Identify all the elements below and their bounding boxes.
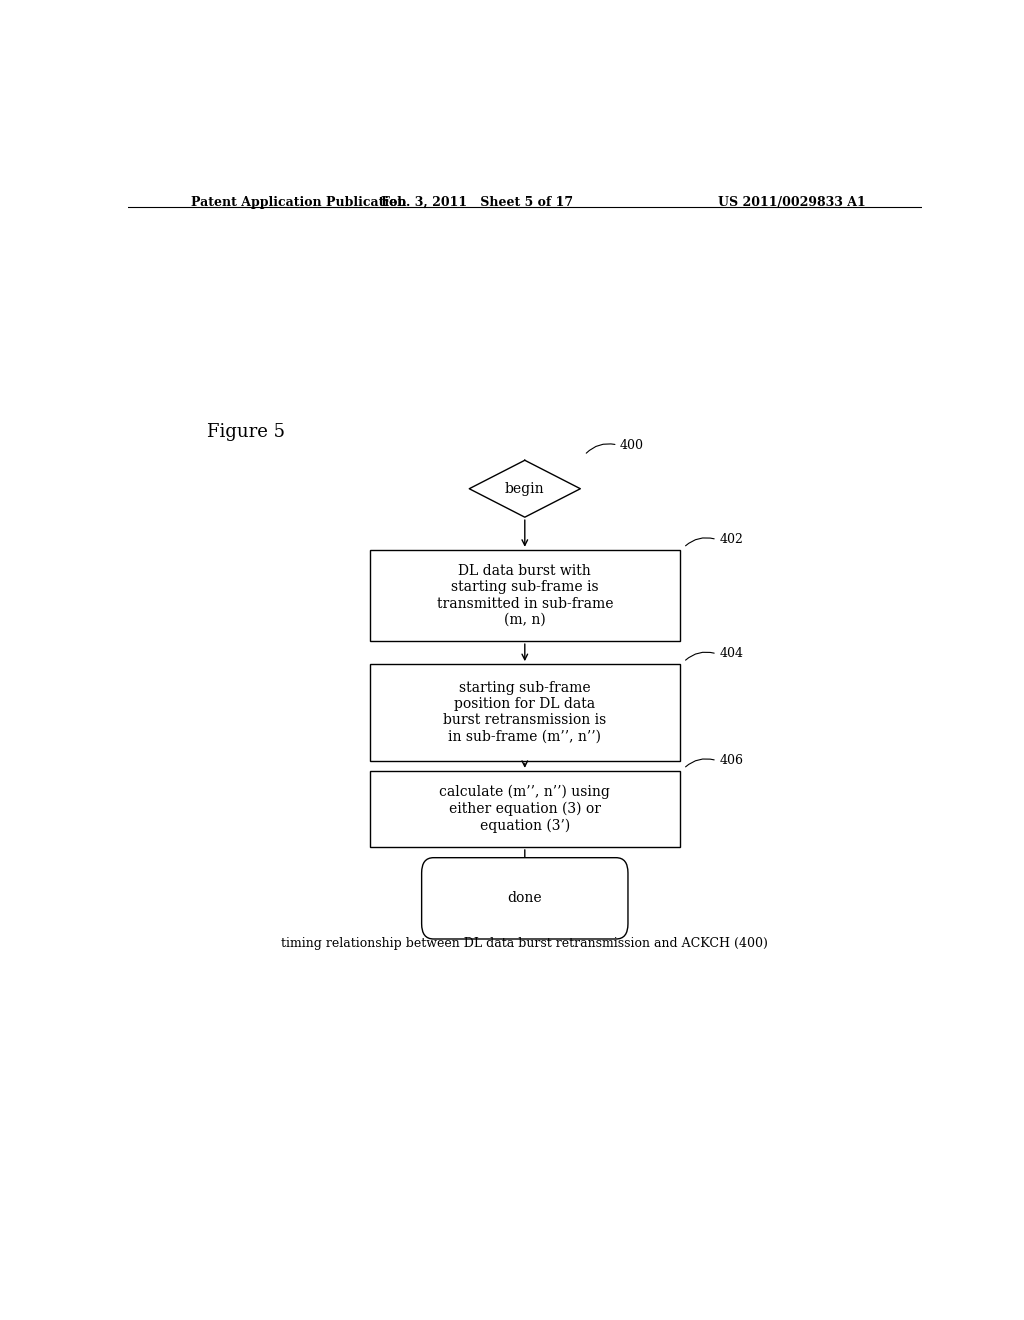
Text: timing relationship between DL data burst retransmission and ACKCH (400): timing relationship between DL data burs…	[282, 937, 768, 949]
Text: 402: 402	[719, 533, 743, 546]
Text: done: done	[508, 891, 542, 906]
Text: Feb. 3, 2011   Sheet 5 of 17: Feb. 3, 2011 Sheet 5 of 17	[381, 195, 573, 209]
Text: begin: begin	[505, 482, 545, 496]
Text: 404: 404	[719, 647, 743, 660]
Text: calculate (m’’, n’’) using
either equation (3) or
equation (3’): calculate (m’’, n’’) using either equati…	[439, 785, 610, 833]
Bar	[370, 549, 680, 642]
Text: DL data burst with
starting sub-frame is
transmitted in sub-frame
(m, n): DL data burst with starting sub-frame is…	[436, 564, 613, 627]
Text: Patent Application Publication: Patent Application Publication	[191, 195, 407, 209]
Text: US 2011/0029833 A1: US 2011/0029833 A1	[718, 195, 866, 209]
Bar	[370, 664, 680, 760]
Text: Figure 5: Figure 5	[207, 422, 286, 441]
Text: 400: 400	[621, 438, 644, 451]
Bar	[370, 771, 680, 847]
Text: starting sub-frame
position for DL data
burst retransmission is
in sub-frame (m’: starting sub-frame position for DL data …	[443, 681, 606, 743]
FancyBboxPatch shape	[422, 858, 628, 939]
Text: 406: 406	[719, 754, 743, 767]
